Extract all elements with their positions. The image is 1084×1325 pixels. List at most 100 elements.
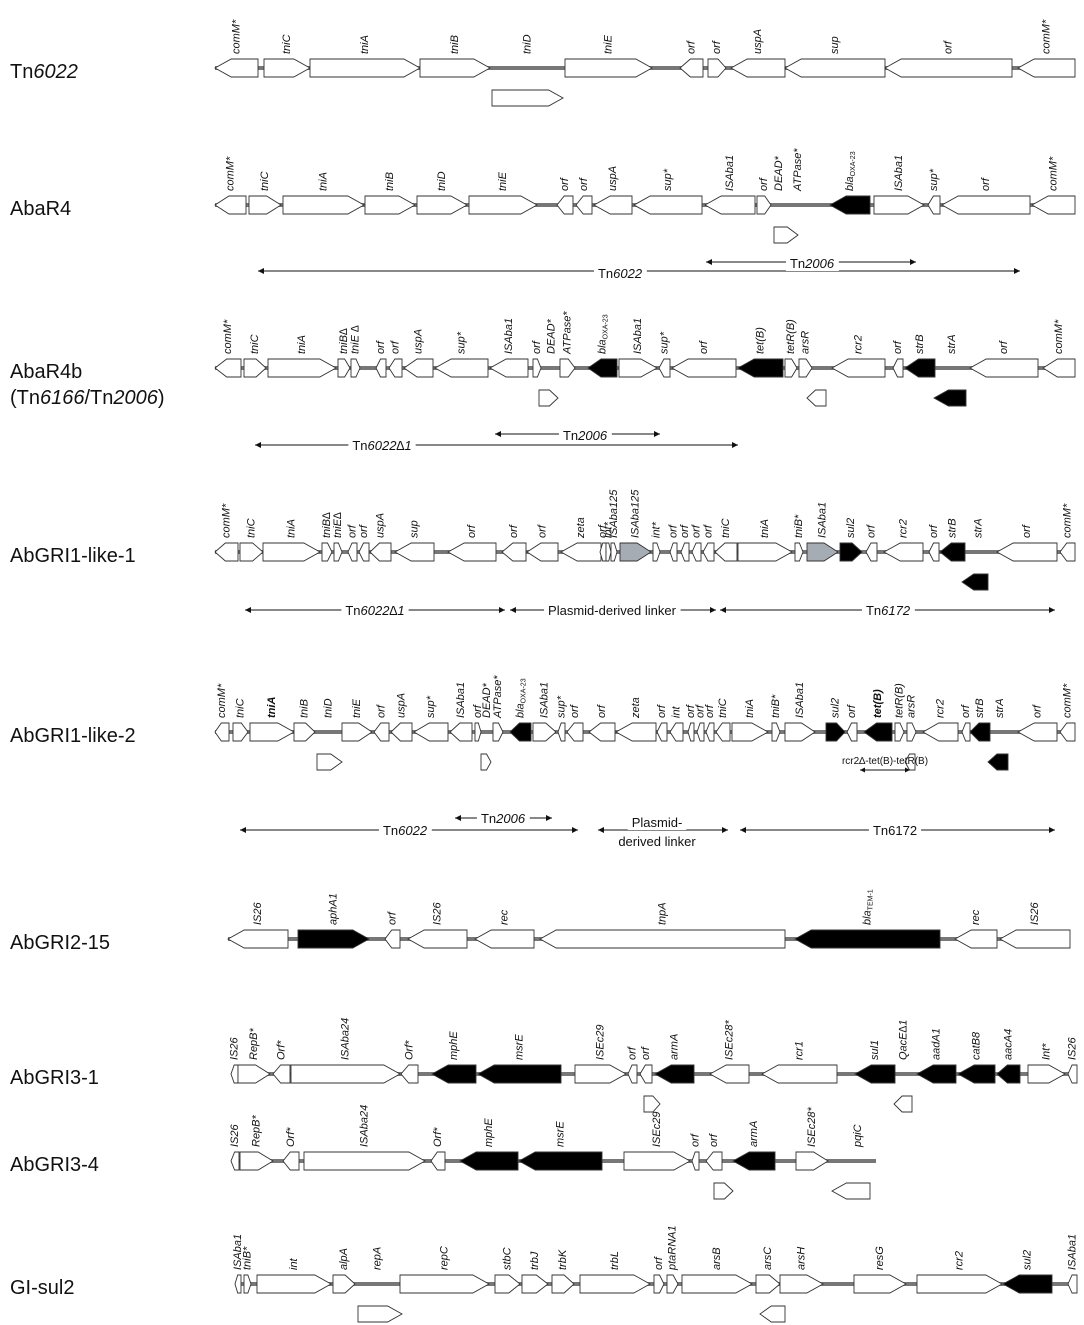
gene-label: tniA xyxy=(359,35,371,54)
gene-arrow: DEAD* xyxy=(481,682,493,718)
gene-arrow: tet(B) xyxy=(737,327,784,378)
gene-arrow: tniA xyxy=(267,335,337,378)
gene-label: sup* xyxy=(662,168,674,191)
gene-arrow: orf xyxy=(556,177,574,215)
gene-label: orf xyxy=(627,1046,639,1060)
gene-arrow: tetR(B) xyxy=(784,319,798,378)
gene-arrow: orf xyxy=(707,40,727,78)
gene-label: orf xyxy=(679,524,691,538)
gene-arrow: blaOXA-23 xyxy=(587,314,618,378)
gene-label: tniB xyxy=(299,699,311,718)
gene-arrow: orf xyxy=(656,704,668,742)
gene-arrow: ISAba1 xyxy=(806,502,839,562)
gene-arrow: comM* xyxy=(1042,319,1076,378)
span-label-line2: derived linker xyxy=(618,834,696,849)
row-label: AbaR4 xyxy=(10,198,71,220)
gene-label: alpA xyxy=(338,1248,350,1270)
gene-arrow: sup* xyxy=(556,695,568,742)
row-label: AbGRI2-15 xyxy=(10,932,110,954)
small-arrow xyxy=(831,1182,871,1200)
gene-arrow: comM* xyxy=(214,503,239,562)
gene-arrow: uspA xyxy=(390,693,413,742)
gene-arrow: comM* xyxy=(1059,503,1076,562)
gene-label: orf xyxy=(690,1133,702,1147)
gene-arrow: ISAba125 xyxy=(608,489,620,562)
gene-label: comM* xyxy=(216,683,228,718)
gene-label: msrE xyxy=(514,1034,526,1060)
gene-arrow: orf xyxy=(928,524,940,562)
row-label-line2: (Tn6166/Tn2006) xyxy=(10,387,165,409)
gene-arrow: comM* xyxy=(214,683,230,742)
span-label: Tn6022 xyxy=(598,266,643,281)
small-arrow xyxy=(806,389,827,407)
gene-arrow: orf xyxy=(941,177,1031,215)
gene-label: tet(B) xyxy=(755,327,767,354)
row-abgri3-4: AbGRI3-4 IS26 RepB* Orf* ISAba24 Orf* mphE msrE… xyxy=(10,1105,876,1200)
gene-label: ptaRNA1 xyxy=(667,1225,679,1271)
gene-label: ISAba1 xyxy=(503,318,515,354)
gene-label: trbK xyxy=(557,1249,569,1270)
gene-label: ISAba1 xyxy=(724,155,736,191)
span-label: Tn6172 xyxy=(866,603,911,618)
gene-label: ISAba125 xyxy=(630,489,642,538)
gene-label: orf xyxy=(640,1046,652,1060)
span-label: Tn2006 xyxy=(481,811,526,826)
gene-arrow: tniE xyxy=(341,698,373,742)
gene-arrow: aadA1 xyxy=(916,1028,957,1084)
gene-arrow: ISAba1 xyxy=(784,682,816,742)
row-tn6022: Tn6022 comM* tniC tniA tniB tniD tniE orf orf usp… xyxy=(10,19,1076,107)
gene-arrow: orf xyxy=(1017,704,1058,742)
gene-arrow: orf xyxy=(846,704,858,742)
gene-label: ISAba1 xyxy=(539,682,551,718)
gene-arrow: tniD xyxy=(323,698,335,718)
gene-arrow: tnpA xyxy=(539,902,786,949)
gene-arrow: orf xyxy=(531,340,543,378)
gene-arrow: orf xyxy=(685,704,697,742)
gene-arrow: orf xyxy=(704,704,716,742)
span-label: Tn6022∆1 xyxy=(352,438,411,453)
gene-label: comM* xyxy=(1048,156,1060,191)
gene-arrow: orf xyxy=(969,340,1039,378)
gene-label: orf xyxy=(928,524,940,538)
gene-label: arsC xyxy=(762,1247,774,1270)
row-label: AbGRI3-1 xyxy=(10,1067,99,1089)
gene-label: tniE xyxy=(603,34,615,54)
backbone-line xyxy=(231,1072,1077,1076)
gene-arrow: tniD xyxy=(416,171,468,215)
gene-label: IS26 xyxy=(252,901,264,925)
gene-label: armA xyxy=(669,1034,681,1060)
gene-arrow: orf xyxy=(588,704,616,742)
small-arrow xyxy=(480,753,492,771)
row-label: AbaR4b xyxy=(10,361,82,383)
gene-label: comM* xyxy=(231,19,243,54)
gene-arrow: sul2 xyxy=(825,698,846,742)
gene-arrow: tniC xyxy=(263,34,311,78)
gene-arrow: tniB∆ xyxy=(321,512,333,562)
gene-arrow: ISAba1 xyxy=(232,1234,244,1294)
small-arrow xyxy=(713,1182,734,1200)
gene-arrow: ISEc28* xyxy=(709,1020,750,1084)
gene-arrow: Orf* xyxy=(272,1040,291,1084)
gene-label: ISEc29 xyxy=(651,1112,663,1147)
gene-arrow: tniE xyxy=(564,34,653,78)
gene-arrow: tniA xyxy=(282,172,365,215)
gene-arrow: strA xyxy=(946,334,958,354)
gene-arrow: rcr2 xyxy=(922,699,959,742)
gene-label: orf xyxy=(472,704,484,718)
gene-arrow: ISAba1 xyxy=(1067,1234,1079,1294)
gene-label: ISAba1 xyxy=(632,318,644,354)
small-arrow xyxy=(773,226,799,244)
gene-label: orf xyxy=(711,40,723,54)
gene-arrow: IS26 xyxy=(999,901,1071,949)
gene-arrow: sup* xyxy=(413,695,449,742)
span-label: Tn6022 xyxy=(383,823,428,838)
gene-label: resG xyxy=(874,1246,886,1270)
gene-label: orf xyxy=(559,177,571,191)
gene-arrow: orf xyxy=(347,524,359,562)
gene-arrow: sul1 xyxy=(854,1040,896,1084)
gene-label: orf xyxy=(653,1256,665,1270)
gene-arrow: tniB∆ xyxy=(337,328,351,378)
span-label: Tn6022∆1 xyxy=(345,603,404,618)
gene-arrow: sup xyxy=(394,520,435,562)
